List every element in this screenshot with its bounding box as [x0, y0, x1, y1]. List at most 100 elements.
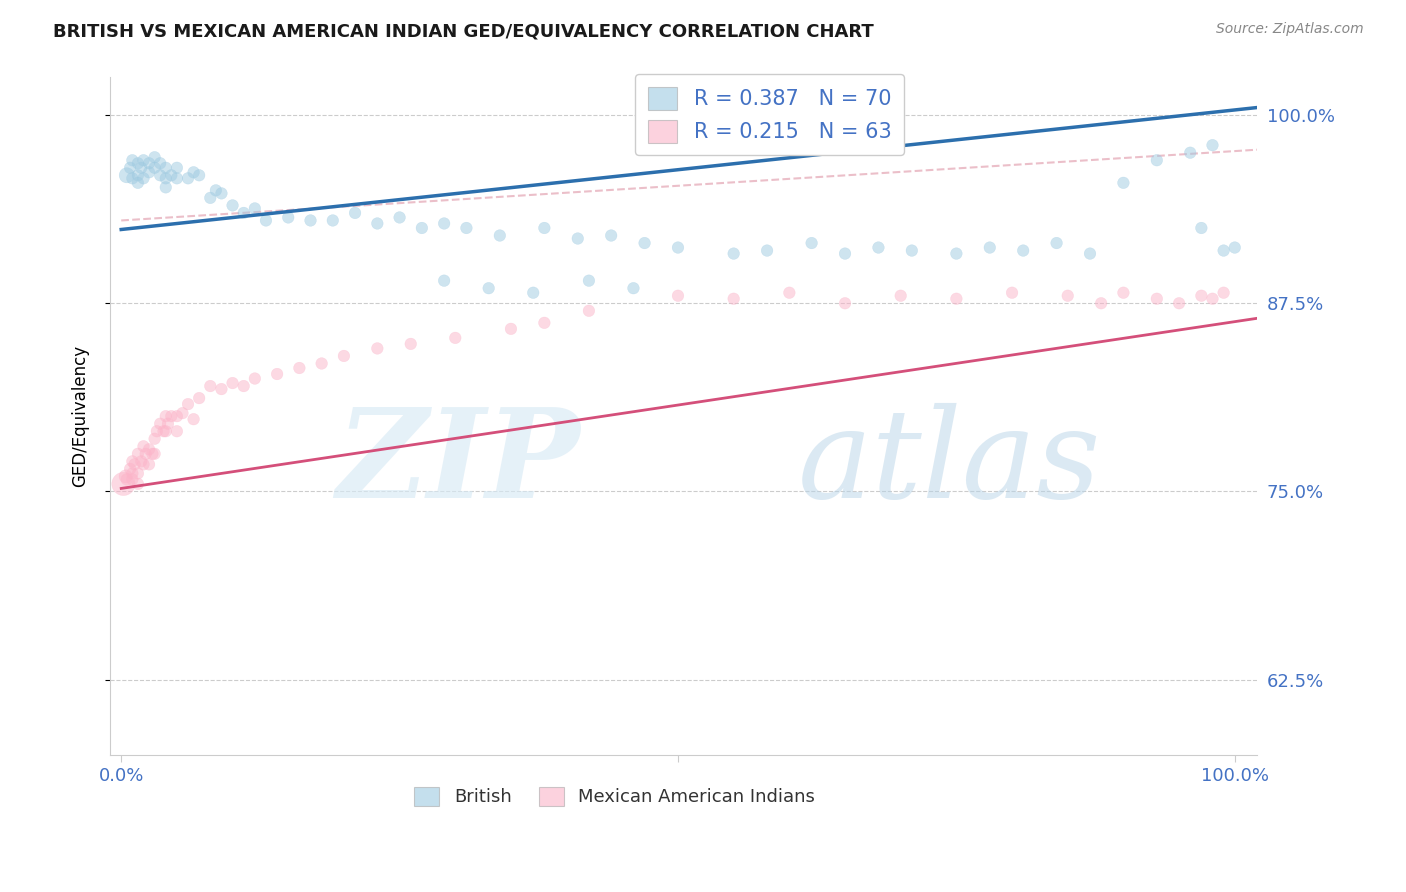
- Point: [366, 342, 388, 356]
- Point: [166, 409, 188, 424]
- Point: [141, 447, 163, 461]
- Point: [1223, 241, 1246, 255]
- Point: [188, 391, 211, 405]
- Point: [834, 296, 856, 310]
- Point: [138, 156, 160, 170]
- Point: [266, 367, 288, 381]
- Point: [1001, 285, 1024, 300]
- Point: [1180, 145, 1202, 160]
- Point: [723, 292, 745, 306]
- Point: [1056, 289, 1078, 303]
- Point: [901, 244, 924, 258]
- Point: [205, 183, 228, 197]
- Point: [156, 417, 179, 431]
- Point: [232, 379, 254, 393]
- Point: [433, 217, 456, 231]
- Point: [578, 303, 600, 318]
- Point: [1146, 153, 1168, 168]
- Text: atlas: atlas: [799, 403, 1102, 524]
- Point: [1012, 244, 1035, 258]
- Point: [1212, 285, 1234, 300]
- Point: [1078, 246, 1101, 260]
- Point: [209, 186, 232, 201]
- Point: [132, 439, 155, 453]
- Point: [166, 171, 188, 186]
- Point: [979, 241, 1001, 255]
- Point: [115, 472, 138, 486]
- Point: [1201, 138, 1223, 153]
- Point: [138, 458, 160, 472]
- Point: [311, 356, 333, 370]
- Point: [166, 424, 188, 438]
- Point: [200, 379, 222, 393]
- Point: [121, 454, 143, 468]
- Y-axis label: GED/Equivalency: GED/Equivalency: [72, 345, 89, 487]
- Point: [433, 274, 456, 288]
- Point: [1189, 289, 1212, 303]
- Point: [143, 150, 166, 164]
- Point: [288, 361, 311, 376]
- Point: [488, 228, 510, 243]
- Point: [221, 198, 243, 212]
- Point: [155, 161, 177, 175]
- Point: [243, 371, 266, 385]
- Point: [127, 176, 149, 190]
- Point: [132, 171, 155, 186]
- Point: [124, 458, 146, 472]
- Point: [135, 447, 157, 461]
- Point: [277, 211, 299, 225]
- Point: [1168, 296, 1191, 310]
- Point: [132, 458, 155, 472]
- Point: [149, 156, 172, 170]
- Point: [129, 454, 152, 468]
- Text: Source: ZipAtlas.com: Source: ZipAtlas.com: [1216, 22, 1364, 37]
- Point: [1045, 235, 1067, 250]
- Point: [138, 165, 160, 179]
- Point: [127, 447, 149, 461]
- Point: [143, 161, 166, 175]
- Point: [121, 472, 143, 486]
- Text: BRITISH VS MEXICAN AMERICAN INDIAN GED/EQUIVALENCY CORRELATION CHART: BRITISH VS MEXICAN AMERICAN INDIAN GED/E…: [53, 22, 875, 40]
- Point: [1090, 296, 1112, 310]
- Point: [1146, 292, 1168, 306]
- Point: [143, 432, 166, 446]
- Point: [1212, 244, 1234, 258]
- Text: ZIP: ZIP: [336, 403, 581, 524]
- Point: [127, 477, 149, 491]
- Point: [112, 477, 135, 491]
- Point: [172, 406, 194, 420]
- Point: [800, 235, 823, 250]
- Point: [120, 462, 142, 476]
- Point: [456, 221, 478, 235]
- Point: [1112, 176, 1135, 190]
- Point: [160, 169, 183, 183]
- Point: [129, 161, 152, 175]
- Point: [778, 285, 800, 300]
- Point: [177, 171, 200, 186]
- Point: [478, 281, 501, 295]
- Point: [868, 241, 890, 255]
- Point: [155, 424, 177, 438]
- Point: [633, 235, 655, 250]
- Point: [120, 161, 142, 175]
- Point: [333, 349, 356, 363]
- Point: [254, 213, 277, 227]
- Point: [890, 289, 912, 303]
- Point: [623, 281, 645, 295]
- Point: [115, 169, 138, 183]
- Point: [155, 180, 177, 194]
- Point: [945, 246, 967, 260]
- Point: [121, 171, 143, 186]
- Point: [221, 376, 243, 390]
- Point: [143, 447, 166, 461]
- Point: [533, 221, 555, 235]
- Point: [146, 424, 169, 438]
- Point: [1189, 221, 1212, 235]
- Point: [200, 191, 222, 205]
- Point: [132, 153, 155, 168]
- Point: [149, 417, 172, 431]
- Point: [945, 292, 967, 306]
- Point: [138, 442, 160, 457]
- Point: [127, 169, 149, 183]
- Point: [155, 409, 177, 424]
